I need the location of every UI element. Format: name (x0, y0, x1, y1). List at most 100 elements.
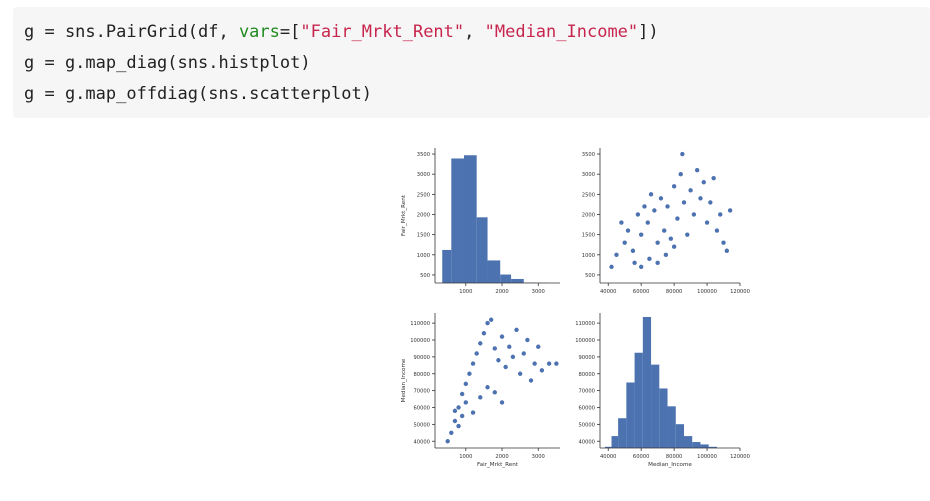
y-tick-label: 40000 (578, 439, 595, 445)
scatter-point (492, 390, 497, 395)
hist-bar (667, 406, 676, 448)
hist-bar (476, 217, 488, 283)
scatter-point (655, 260, 660, 266)
hist-bar (618, 418, 627, 448)
scatter-point (539, 368, 545, 373)
y-tick-label: 50000 (578, 422, 595, 428)
x-tick-label: 1000 (459, 454, 472, 460)
x-axis-label: Median_Income (648, 462, 692, 468)
scatter-point (452, 408, 458, 414)
scatter-point (546, 361, 552, 366)
scatter-point (503, 364, 508, 370)
hist-bar (708, 446, 717, 448)
x-tick-label: 120000 (730, 454, 750, 460)
scatter-point (691, 212, 697, 217)
pairgrid-svg: 500 1000 1500 2000 2500 3000 3500 1000 2000 3000 F… (401, 148, 750, 468)
scatter-point (609, 264, 614, 270)
hist-bar (611, 436, 619, 448)
scatter-point (708, 200, 713, 205)
y-tick-label: 70000 (413, 389, 430, 395)
hist-bar (604, 446, 612, 448)
y-tick-label: 90000 (578, 355, 595, 361)
hist-bar (700, 444, 709, 448)
scatter-point (470, 410, 476, 415)
hist-bar (651, 364, 660, 448)
panel-hist-fair-mrkt-rent: 500 1000 1500 2000 2500 3000 3500 1000 2000 3000 F… (401, 148, 560, 295)
x-axis-label: Fair_Mrkt_Rent (477, 462, 519, 468)
scatter-point (499, 400, 505, 405)
scatter-point (663, 252, 669, 257)
code-token: g = g.map_offdiag(sns.scatterplot) (24, 84, 372, 104)
y-tick-label: 110000 (410, 321, 430, 327)
hist-bar (684, 436, 693, 448)
scatter-point (554, 361, 559, 366)
panel-hist-median-income: 40000 50000 60000 70000 80000 90000 100000 1100… (575, 313, 750, 468)
scatter-point (517, 371, 523, 376)
scatter-point (463, 381, 468, 387)
hist-bar (692, 442, 701, 448)
scatter-point (647, 256, 652, 262)
scatter-point (467, 371, 472, 376)
scatter-point (485, 320, 490, 326)
y-tick-label: 500 (585, 273, 595, 279)
scatter-point (532, 361, 537, 366)
y-tick-label: 60000 (578, 406, 595, 412)
hist-bar (511, 278, 524, 283)
y-tick-label: 1000 (417, 253, 430, 259)
scatter-point (655, 240, 660, 245)
code-line-2: g = g.map_diag(sns.histplot) (24, 51, 930, 82)
scatter-point (714, 228, 720, 233)
y-tick-label: 2500 (417, 192, 430, 198)
y-tick-label: 80000 (413, 372, 430, 378)
panel-scatter-rent-vs-income: 40000 50000 60000 70000 80000 90000 100000 1100… (401, 313, 560, 468)
x-tick-label: 120000 (730, 289, 750, 295)
scatter-point (496, 358, 501, 363)
scatter-point (459, 413, 465, 419)
hist-bar (659, 388, 668, 448)
scatter-point (452, 418, 458, 424)
scatter-point (721, 240, 726, 245)
code-cell[interactable]: g = sns.PairGrid(df, vars=["Fair_Mrkt_Re… (13, 7, 930, 118)
scatter-point (619, 220, 624, 225)
scatter-point (478, 341, 483, 346)
y-tick-label: 500 (420, 273, 430, 279)
y-tick-label: 3000 (417, 172, 430, 178)
scatter-point (668, 236, 674, 241)
y-axis-label: Fair_Mrkt_Rent (401, 194, 407, 236)
scatter-point (456, 405, 461, 410)
y-tick-label: 110000 (575, 321, 595, 327)
scatter-point (622, 240, 627, 245)
scatter-point (694, 167, 700, 173)
scatter-point (675, 216, 680, 221)
code-token: vars (238, 22, 280, 42)
pairgrid-figure: 500 1000 1500 2000 2500 3000 3500 1000 2000 3000 F… (390, 138, 750, 478)
x-tick-label: 1000 (459, 289, 472, 295)
y-tick-label: 90000 (413, 355, 430, 361)
scatter-point (463, 400, 468, 405)
x-tick-label: 3000 (532, 454, 545, 460)
scatter-point (614, 252, 619, 257)
scatter-point (680, 151, 685, 157)
code-token: , (464, 22, 485, 42)
scatter-point (459, 391, 465, 397)
scatter-point (632, 260, 637, 266)
scatter-point (521, 351, 526, 356)
scatter-point (492, 346, 497, 351)
y-tick-label: 3500 (417, 152, 430, 158)
panel-scatter-income-vs-rent: 500 1000 1500 2000 2500 3000 3500 40000 60000 800… (582, 148, 750, 295)
scatter-point (724, 248, 730, 253)
scatter-point (638, 232, 644, 237)
scatter-point (456, 423, 461, 429)
y-tick-label: 50000 (413, 422, 430, 428)
scatter-point (481, 331, 487, 336)
scatter-point (510, 354, 516, 360)
scatter-point (507, 344, 512, 349)
x-tick-label: 40000 (600, 289, 617, 295)
code-token: "Median_Income" (484, 22, 639, 42)
scatter-point (718, 212, 723, 217)
y-tick-label: 2500 (582, 192, 595, 198)
y-tick-label: 3000 (582, 172, 595, 178)
y-tick-label: 1000 (582, 253, 595, 259)
x-tick-label: 2000 (495, 289, 508, 295)
hist-bar (442, 249, 452, 283)
